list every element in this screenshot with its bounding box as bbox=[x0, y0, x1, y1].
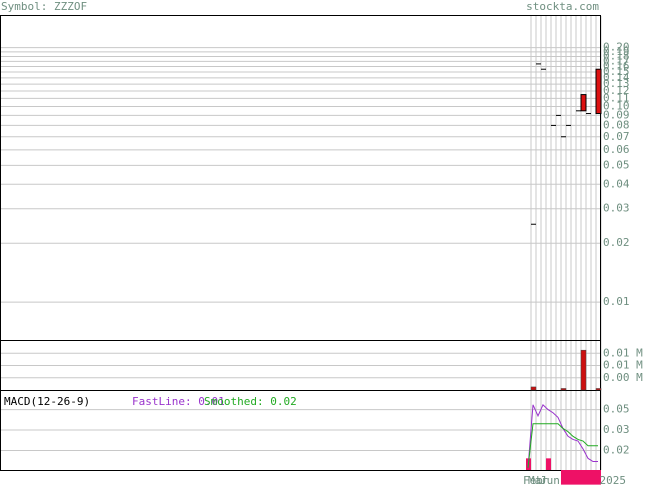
x-tick-label: Mar bbox=[528, 474, 548, 486]
candle bbox=[595, 68, 602, 115]
macd-title: MACD(12-26-9) bbox=[4, 395, 90, 408]
site: stockta.com bbox=[526, 0, 599, 13]
frame bbox=[0, 15, 601, 471]
histogram-bar bbox=[561, 470, 566, 485]
y-tick-label: 0.19 bbox=[603, 45, 630, 58]
volume-bar bbox=[580, 349, 587, 391]
y-tick-label: 0.09 bbox=[603, 108, 630, 121]
histogram-bar bbox=[581, 470, 586, 485]
y-tick-label: 0.05 bbox=[603, 403, 630, 416]
y-tick-label: 0.11 bbox=[603, 91, 630, 104]
y-tick-label: 0.10 bbox=[603, 99, 630, 112]
candle bbox=[580, 94, 587, 112]
y-tick-label: 0.01 bbox=[603, 295, 630, 308]
y-tick-label: 0.00 M bbox=[603, 371, 643, 384]
volume-bar bbox=[560, 388, 567, 391]
y-tick-label: 0.15 bbox=[603, 65, 630, 78]
symbol: Symbol: ZZZOF bbox=[1, 0, 87, 13]
y-tick-label: 0.08 bbox=[603, 118, 630, 131]
y-tick-label: 0.20 bbox=[603, 41, 630, 54]
y-tick-label: 0.13 bbox=[603, 77, 630, 90]
macd-line bbox=[527, 423, 598, 468]
legend-entry: Smoothed: 0.02 bbox=[204, 395, 297, 408]
histogram-bar bbox=[596, 470, 601, 485]
y-tick-label: 0.01 M bbox=[603, 359, 643, 372]
y-tick-label: 0.02 bbox=[603, 443, 630, 456]
y-tick-label: 0.02 bbox=[603, 236, 630, 249]
volume-bar bbox=[530, 386, 537, 391]
y-tick-label: 0.03 bbox=[603, 202, 630, 215]
histogram-bar bbox=[586, 470, 591, 485]
volume-bar bbox=[595, 388, 602, 391]
y-tick-label: 0.05 bbox=[603, 158, 630, 171]
y-tick-label: 0.04 bbox=[603, 177, 630, 190]
y-tick-label: 0.14 bbox=[603, 71, 630, 84]
x-tick-label: Jun bbox=[540, 474, 560, 486]
histogram-bar bbox=[576, 470, 581, 485]
y-tick-label: 0.18 bbox=[603, 50, 630, 63]
x-tick-label: 2025 bbox=[600, 474, 627, 486]
y-tick-label: 0.06 bbox=[603, 143, 630, 156]
y-tick-label: 0.07 bbox=[603, 130, 630, 143]
histogram-bar bbox=[571, 470, 576, 485]
legend-entry: FastLine: 0.01 bbox=[132, 395, 225, 408]
y-tick-label: 0.16 bbox=[603, 60, 630, 73]
histogram-bar bbox=[546, 458, 551, 470]
y-tick-label: 0.17 bbox=[603, 54, 630, 67]
y-tick-label: 0.01 M bbox=[603, 346, 643, 359]
histogram-bar bbox=[566, 470, 571, 485]
histogram-bar bbox=[591, 470, 596, 485]
y-tick-label: 0.12 bbox=[603, 84, 630, 97]
macd-line bbox=[527, 404, 598, 468]
y-tick-label: 0.03 bbox=[603, 423, 630, 436]
x-tick-label: Feb bbox=[523, 474, 543, 486]
